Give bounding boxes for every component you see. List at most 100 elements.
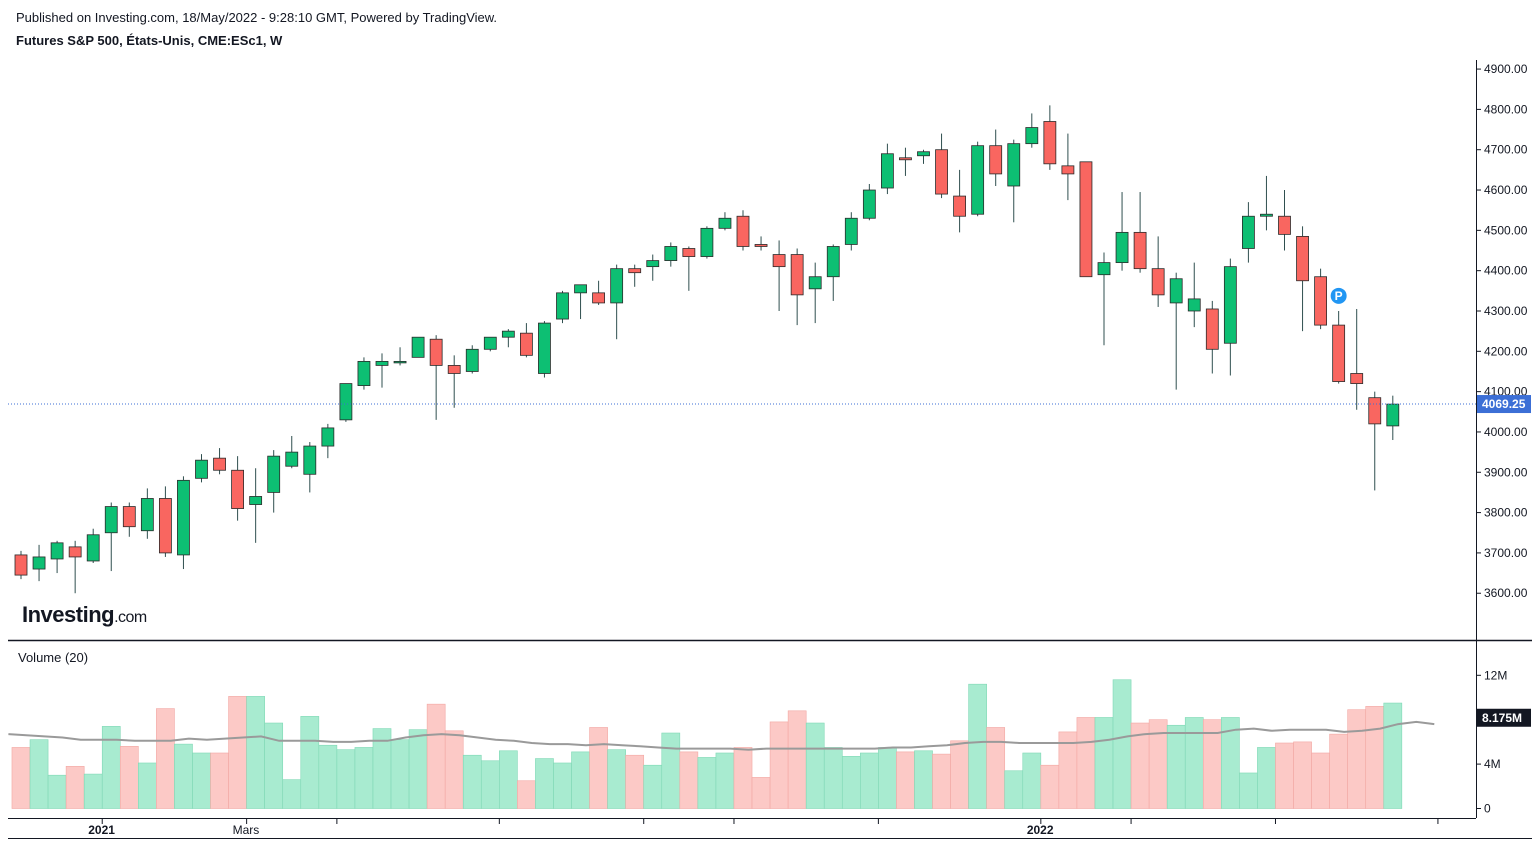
candle-body [754, 244, 768, 247]
candle-body [32, 556, 46, 570]
event-marker-label: P [1335, 289, 1343, 303]
candle [1079, 161, 1093, 278]
volume-bar [1004, 770, 1024, 809]
candle [1223, 258, 1237, 376]
candle-body [646, 260, 660, 268]
time-tick-label: 2021 [88, 823, 115, 837]
candle-body [285, 451, 299, 467]
candle-body [917, 151, 930, 157]
volume-bar [860, 752, 879, 809]
volume-bar [607, 749, 626, 809]
candle [826, 244, 840, 301]
price-tick-label: 4300.00 [1484, 304, 1528, 318]
volume-bar [1347, 709, 1367, 809]
candle-body [1133, 231, 1147, 270]
candle-body [772, 254, 786, 268]
volume-bar [101, 726, 121, 809]
candle [538, 321, 551, 378]
volume-bar [914, 750, 933, 809]
candle-body [1169, 278, 1183, 304]
candle [682, 246, 696, 291]
volume-bar [823, 747, 843, 809]
volume-bar [282, 779, 302, 809]
candle-body [1386, 403, 1400, 427]
volume-bar [1329, 733, 1348, 809]
candle [881, 143, 894, 195]
volume-bar [878, 747, 897, 809]
candle [790, 248, 804, 326]
candle [862, 183, 876, 221]
candle [429, 335, 443, 420]
volume-bar [29, 739, 49, 809]
candle-body [1007, 143, 1021, 187]
candle [1025, 113, 1039, 148]
candle [1386, 395, 1400, 441]
candle [1278, 190, 1291, 251]
volume-bar [119, 746, 139, 809]
candle-body [104, 506, 118, 534]
volume-bar [210, 752, 229, 809]
candle [465, 345, 479, 374]
price-tick-label: 4700.00 [1484, 143, 1528, 157]
volume-bar [1221, 717, 1240, 809]
candle-body [736, 215, 750, 247]
candle-body [140, 498, 154, 532]
volume-bar [426, 703, 446, 809]
candle-body [1043, 121, 1057, 165]
candle [1169, 272, 1183, 390]
volume-tick-label: 4M [1484, 757, 1501, 771]
volume-bar [950, 740, 969, 809]
candle [628, 264, 642, 287]
volume-bar [1094, 717, 1114, 809]
candle [935, 133, 948, 199]
volume-ma-value: 8.175M [1482, 711, 1522, 725]
volume-bar [300, 716, 320, 809]
volume-bar [1184, 717, 1204, 809]
price-tick-label: 4900.00 [1484, 62, 1528, 76]
candle-body [628, 268, 642, 274]
candle [483, 336, 497, 352]
volume-indicator-label: Volume (20) [18, 650, 89, 665]
candle [68, 540, 82, 594]
price-tick-label: 4500.00 [1484, 223, 1528, 237]
candle-body [1350, 373, 1364, 384]
candle-body [1115, 231, 1129, 264]
price-tick-label: 4600.00 [1484, 183, 1528, 197]
candle [556, 290, 569, 324]
candle-body [501, 330, 515, 338]
candle-body [1368, 397, 1382, 425]
candle-body [1223, 266, 1237, 344]
candle-body [1332, 324, 1346, 382]
volume-bar [1293, 741, 1312, 809]
candle [195, 454, 208, 483]
candle-body [1151, 268, 1165, 296]
price-tick-label: 3700.00 [1484, 546, 1528, 560]
volume-bar [805, 722, 825, 809]
candle [700, 226, 714, 259]
candle [664, 242, 678, 267]
candle-body [1061, 165, 1075, 175]
candle [646, 254, 660, 281]
candle-body [1025, 127, 1039, 145]
candle-body [50, 542, 64, 560]
candle [754, 236, 768, 251]
candle-body [393, 360, 407, 364]
candle-body [862, 189, 876, 219]
volume-bar [318, 744, 338, 809]
volume-bar [408, 729, 428, 809]
price-tick-label: 3900.00 [1484, 465, 1528, 479]
candle-body [249, 496, 263, 505]
candle [267, 450, 281, 513]
candle [1205, 300, 1219, 374]
volume-bar [571, 751, 590, 809]
candle [32, 544, 46, 582]
candle [1187, 262, 1201, 328]
published-info: Published on Investing.com, 18/May/2022 … [16, 10, 498, 25]
candle-body [231, 469, 245, 509]
volume-bar [83, 773, 103, 809]
candle-body [826, 246, 840, 278]
volume-bar [462, 754, 482, 809]
candle [501, 329, 515, 348]
candle [899, 147, 912, 176]
